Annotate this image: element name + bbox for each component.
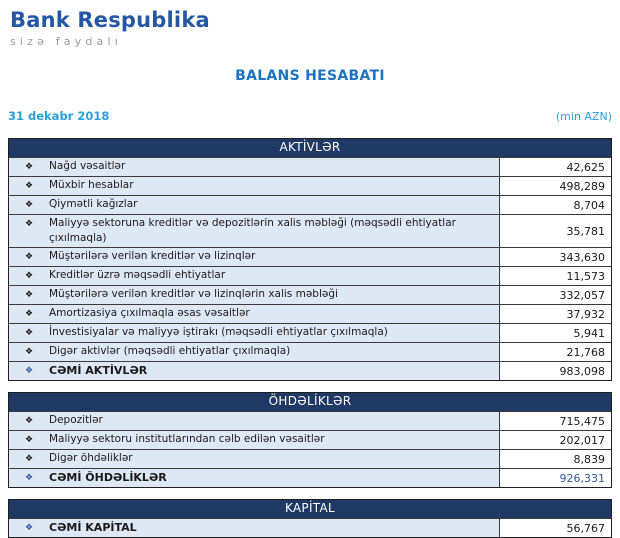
- row-label: Amortizasiya çıxılmaqla əsas vəsaitlər: [49, 307, 250, 319]
- row-label: Qiymətli kağızlar: [49, 198, 138, 210]
- table-row: ❖ Qiymətli kağızlar 8,704: [9, 195, 611, 214]
- table-row: ❖ CƏMİ AKTİVLƏR 983,098: [9, 361, 611, 380]
- row-value: 8,704: [499, 196, 611, 214]
- row-label: Müxbir hesablar: [49, 179, 134, 191]
- row-value: 202,017: [499, 431, 611, 449]
- row-label: İnvestisiyalar və maliyyə iştirakı (məqs…: [49, 326, 388, 338]
- diamond-bullet-icon: ❖: [24, 181, 34, 191]
- table-row: ❖ İnvestisiyalar və maliyyə iştirakı (məq…: [9, 323, 611, 342]
- diamond-bullet-icon: ❖: [24, 309, 34, 319]
- table-row: ❖ CƏMİ ÖHDƏLİKLƏR 926,331: [9, 468, 611, 487]
- table-row: ❖ Nağd vəsaitlər 42,625: [9, 157, 611, 176]
- row-label-cell: ❖ Maliyyə sektoru institutlarından cəlb e…: [9, 431, 499, 449]
- diamond-bullet-icon: ❖: [24, 271, 34, 281]
- row-label-cell: ❖ Kreditlər üzrə məqsədli ehtiyatlar: [9, 267, 499, 285]
- diamond-bullet-icon: ❖: [24, 219, 34, 229]
- bank-logo: Bank Respublika sizə faydalı: [0, 0, 620, 49]
- table-row: ❖ Digər öhdəliklər 8,839: [9, 449, 611, 468]
- diamond-bullet-icon: ❖: [24, 200, 34, 210]
- row-label-cell: ❖ Depozitlər: [9, 412, 499, 430]
- diamond-bullet-icon: ❖: [24, 290, 34, 300]
- table-row: ❖ Digər aktivlər (məqsədli ehtiyatlar çıx…: [9, 342, 611, 361]
- row-value: 498,289: [499, 177, 611, 195]
- diamond-bullet-icon: ❖: [24, 252, 34, 262]
- row-value: 21,768: [499, 343, 611, 361]
- diamond-bullet-icon: ❖: [24, 347, 34, 357]
- table-row: ❖ Maliyyə sektoru institutlarından cəlb e…: [9, 430, 611, 449]
- table-row: ❖ Amortizasiya çıxılmaqla əsas vəsaitlər 3…: [9, 304, 611, 323]
- row-value: 715,475: [499, 412, 611, 430]
- row-value: 8,839: [499, 450, 611, 468]
- section-title: ÖHDƏLİKLƏR: [9, 393, 611, 411]
- row-label-cell: ❖ Nağd vəsaitlər: [9, 158, 499, 176]
- row-label: Maliyyə sektoru institutlarından cəlb ed…: [49, 433, 325, 445]
- diamond-bullet-icon: ❖: [24, 435, 34, 445]
- row-value: 42,625: [499, 158, 611, 176]
- row-label: Nağd vəsaitlər: [49, 160, 126, 172]
- diamond-bullet-icon: ❖: [24, 523, 34, 533]
- table-row: ❖ Müxbir hesablar 498,289: [9, 176, 611, 195]
- diamond-bullet-icon: ❖: [24, 328, 34, 338]
- meta-row: 31 dekabr 2018 (min AZN): [8, 109, 612, 123]
- page-title: BALANS HESABATI: [235, 68, 385, 84]
- section-kapital: KAPİTAL ❖ CƏMİ KAPİTAL 56,767: [8, 499, 612, 538]
- bank-logo-title: Bank Respublika: [10, 8, 210, 32]
- row-value: 926,331: [499, 469, 611, 487]
- table-row: ❖ CƏMİ KAPİTAL 56,767: [9, 518, 611, 537]
- row-value: 56,767: [499, 519, 611, 537]
- row-value: 983,098: [499, 362, 611, 380]
- row-label: Digər aktivlər (məqsədli ehtiyatlar çıxı…: [49, 345, 291, 357]
- table-row: ❖ Depozitlər 715,475: [9, 411, 611, 430]
- row-label-cell: ❖ İnvestisiyalar və maliyyə iştirakı (məq…: [9, 324, 499, 342]
- bank-logo-tagline: sizə faydalı: [10, 35, 122, 48]
- table-row: ❖ Maliyyə sektoruna kreditlər və depozitl…: [9, 214, 611, 247]
- table-row: ❖ Müştərilərə verilən kreditlər və lizinq…: [9, 285, 611, 304]
- row-label: Müştərilərə verilən kreditlər və lizinql…: [49, 288, 338, 300]
- row-label-cell: ❖ Digər aktivlər (məqsədli ehtiyatlar çıx…: [9, 343, 499, 361]
- row-label-cell: ❖ CƏMİ KAPİTAL: [9, 519, 499, 537]
- row-value: 5,941: [499, 324, 611, 342]
- row-value: 37,932: [499, 305, 611, 323]
- row-label-cell: ❖ Müştərilərə verilən kreditlər və lizinq…: [9, 248, 499, 266]
- row-label: Digər öhdəliklər: [49, 452, 133, 464]
- row-label-cell: ❖ Müxbir hesablar: [9, 177, 499, 195]
- report-date: 31 dekabr 2018: [8, 109, 110, 123]
- row-value: 343,630: [499, 248, 611, 266]
- section-ohdelikler: ÖHDƏLİKLƏR ❖ Depozitlər 715,475 ❖ Maliyyə sek…: [8, 392, 612, 488]
- diamond-bullet-icon: ❖: [24, 416, 34, 426]
- row-label: CƏMİ AKTİVLƏR: [49, 364, 148, 377]
- row-label-cell: ❖ CƏMİ ÖHDƏLİKLƏR: [9, 469, 499, 487]
- row-label-cell: ❖ CƏMİ AKTİVLƏR: [9, 362, 499, 380]
- row-label: CƏMİ KAPİTAL: [49, 521, 137, 534]
- row-label-cell: ❖ Müştərilərə verilən kreditlər və lizinq…: [9, 286, 499, 304]
- currency-unit-label: (min AZN): [555, 110, 612, 123]
- diamond-bullet-icon: ❖: [24, 473, 34, 483]
- row-label-cell: ❖ Digər öhdəliklər: [9, 450, 499, 468]
- table-row: ❖ Kreditlər üzrə məqsədli ehtiyatlar 11,57…: [9, 266, 611, 285]
- row-label: Kreditlər üzrə məqsədli ehtiyatlar: [49, 269, 226, 281]
- row-value: 35,781: [499, 215, 611, 247]
- row-label: Depozitlər: [49, 414, 103, 426]
- row-value: 332,057: [499, 286, 611, 304]
- row-label-cell: ❖ Maliyyə sektoruna kreditlər və depozitl…: [9, 215, 499, 247]
- row-label: Maliyyə sektoruna kreditlər və depozitlə…: [49, 217, 456, 244]
- row-value: 11,573: [499, 267, 611, 285]
- diamond-bullet-icon: ❖: [24, 366, 34, 376]
- row-label-cell: ❖ Qiymətli kağızlar: [9, 196, 499, 214]
- row-label: Müştərilərə verilən kreditlər və lizinql…: [49, 250, 256, 262]
- diamond-bullet-icon: ❖: [24, 162, 34, 172]
- diamond-bullet-icon: ❖: [24, 454, 34, 464]
- section-title: AKTİVLƏR: [9, 139, 611, 157]
- row-label: CƏMİ ÖHDƏLİKLƏR: [49, 471, 167, 484]
- balance-tables: AKTİVLƏR ❖ Nağd vəsaitlər 42,625 ❖ Müxbir hes…: [8, 138, 612, 538]
- row-label-cell: ❖ Amortizasiya çıxılmaqla əsas vəsaitlər: [9, 305, 499, 323]
- table-row: ❖ Müştərilərə verilən kreditlər və lizinq…: [9, 247, 611, 266]
- section-title: KAPİTAL: [9, 500, 611, 518]
- section-aktivler: AKTİVLƏR ❖ Nağd vəsaitlər 42,625 ❖ Müxbir hes…: [8, 138, 612, 381]
